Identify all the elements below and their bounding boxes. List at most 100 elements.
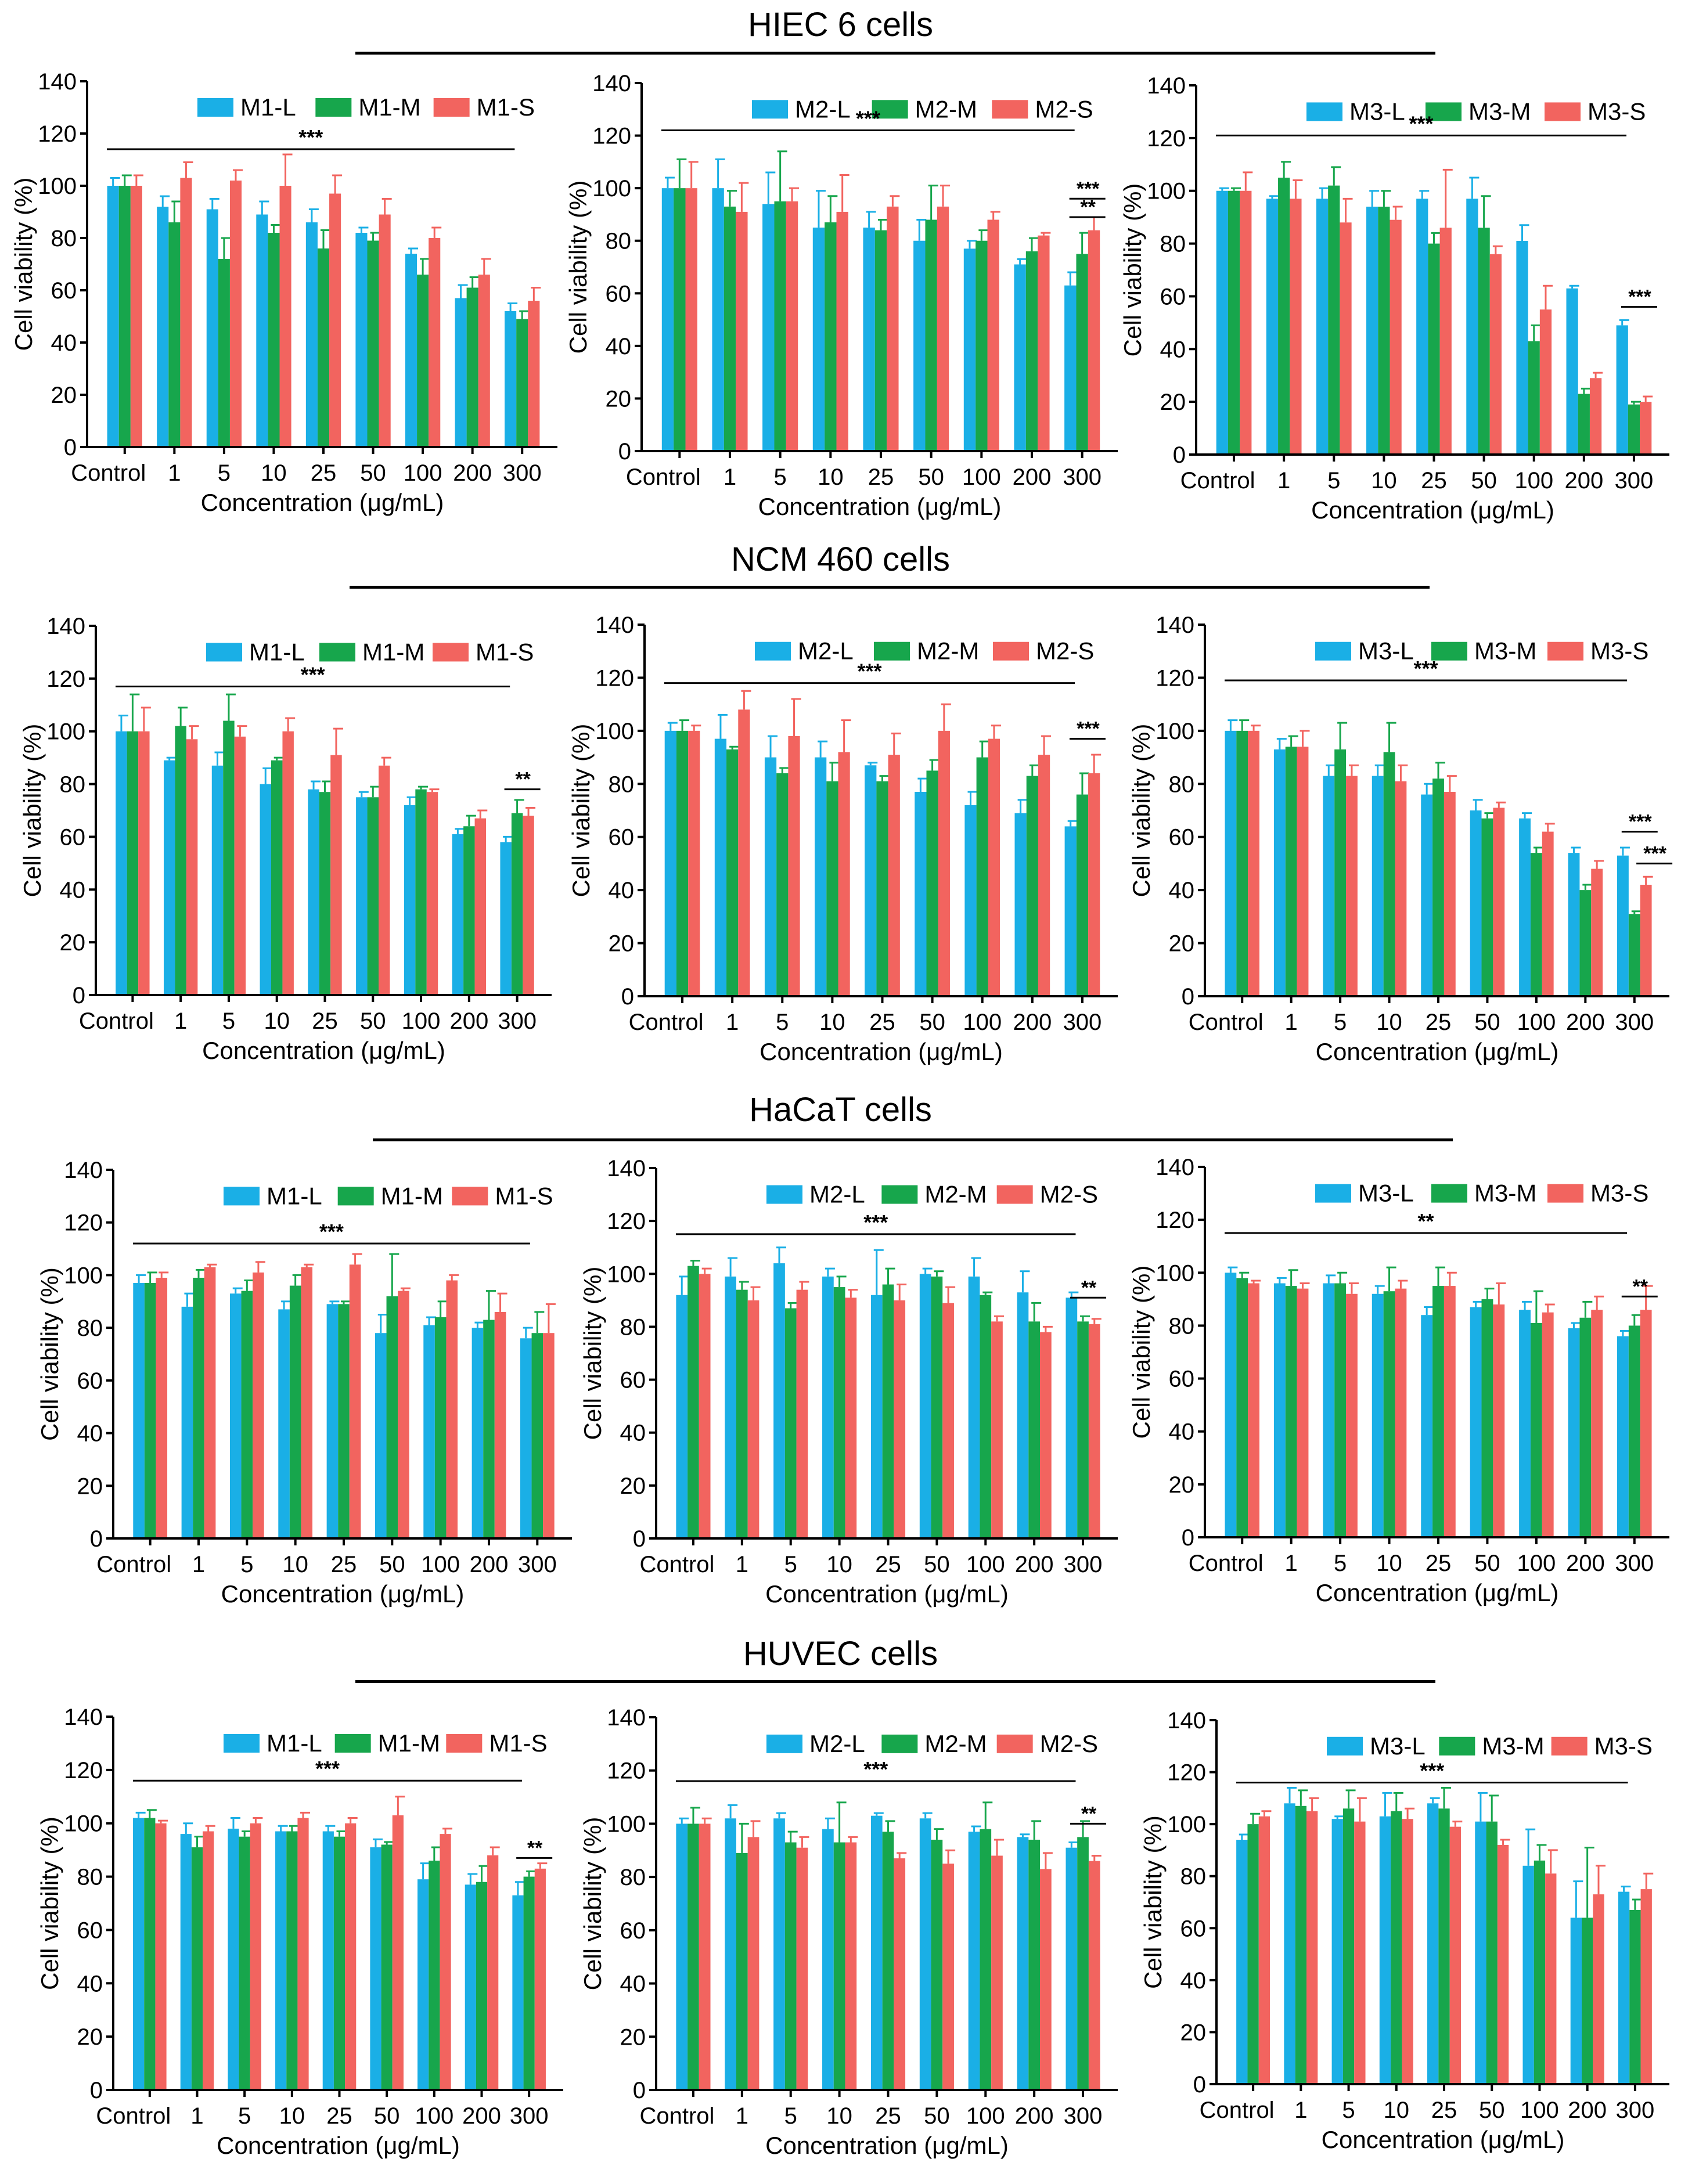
bar bbox=[1088, 1861, 1100, 2090]
bar bbox=[1628, 1325, 1640, 1537]
legend-swatch bbox=[755, 641, 791, 661]
bar bbox=[894, 1300, 906, 1538]
bar bbox=[1427, 1803, 1439, 2084]
bar bbox=[736, 1853, 748, 2090]
bar bbox=[386, 1296, 398, 1538]
x-tick-label: 1 bbox=[1285, 1551, 1298, 1576]
bar bbox=[107, 186, 119, 447]
bar bbox=[925, 219, 937, 451]
bar bbox=[228, 1828, 239, 2090]
bar bbox=[1331, 1819, 1343, 2084]
bar bbox=[1064, 826, 1077, 996]
legend-label: M3-M bbox=[1474, 1180, 1536, 1207]
legend-label: M1-M bbox=[381, 1182, 443, 1209]
significance-label: *** bbox=[1077, 178, 1100, 200]
bar bbox=[1216, 190, 1228, 455]
bar bbox=[747, 1300, 759, 1538]
bar bbox=[326, 1304, 339, 1538]
x-tick-label: 300 bbox=[518, 1552, 557, 1577]
bar bbox=[1040, 1869, 1052, 2090]
bar bbox=[1640, 402, 1652, 455]
x-tick-label: 5 bbox=[774, 464, 787, 490]
bar bbox=[1568, 853, 1580, 996]
bar bbox=[991, 1321, 1003, 1538]
bar bbox=[876, 781, 888, 996]
bar bbox=[1530, 853, 1542, 996]
legend-swatch bbox=[993, 641, 1029, 661]
y-tick-label: 140 bbox=[592, 71, 631, 96]
section-rule bbox=[355, 52, 1435, 55]
y-tick-label: 80 bbox=[620, 1314, 646, 1340]
y-tick-label: 120 bbox=[64, 1210, 103, 1236]
y-tick-label: 60 bbox=[620, 1918, 646, 1944]
bar bbox=[317, 248, 330, 447]
y-tick-label: 80 bbox=[77, 1865, 103, 1890]
bar bbox=[1088, 1324, 1100, 1538]
bar bbox=[796, 1289, 808, 1538]
bar bbox=[894, 1858, 906, 2090]
bar bbox=[534, 1868, 546, 2090]
bar bbox=[203, 1831, 214, 2090]
legend-swatch bbox=[197, 98, 233, 117]
bar bbox=[1285, 1286, 1297, 1537]
legend-label: M3-L bbox=[1358, 637, 1414, 665]
bar bbox=[1589, 378, 1602, 455]
y-axis-title: Cell viability (%) bbox=[564, 181, 592, 354]
bar bbox=[1014, 264, 1026, 451]
bar bbox=[1346, 1293, 1358, 1537]
bar bbox=[1566, 288, 1578, 455]
y-tick-label: 60 bbox=[609, 825, 635, 850]
bar bbox=[520, 1338, 532, 1538]
bar bbox=[282, 731, 294, 995]
bar bbox=[1593, 1894, 1604, 2084]
bar bbox=[784, 1842, 797, 2090]
bar bbox=[305, 222, 318, 447]
x-tick-label: 5 bbox=[784, 1552, 797, 1577]
legend-label: M2-S bbox=[1036, 637, 1094, 665]
bar bbox=[815, 757, 827, 996]
bar bbox=[516, 319, 528, 447]
legend-label: M3-L bbox=[1358, 1180, 1414, 1207]
bar bbox=[913, 240, 926, 451]
bar bbox=[1395, 781, 1407, 996]
bar bbox=[163, 760, 175, 995]
bar bbox=[723, 206, 736, 451]
bar bbox=[1088, 773, 1100, 996]
legend-label: M3-S bbox=[1588, 98, 1646, 125]
bar bbox=[1354, 1821, 1366, 2084]
y-tick-label: 100 bbox=[1167, 1812, 1206, 1837]
x-tick-label: Control bbox=[96, 2103, 171, 2129]
x-tick-label: 1 bbox=[190, 2103, 203, 2129]
bar bbox=[1240, 190, 1252, 455]
y-tick-label: 120 bbox=[1156, 1208, 1194, 1233]
legend-swatch bbox=[766, 1185, 802, 1204]
bar bbox=[1236, 1278, 1248, 1537]
bar bbox=[297, 1818, 309, 2090]
bar bbox=[1028, 1839, 1041, 2090]
bar bbox=[1273, 1283, 1286, 1537]
bar bbox=[874, 230, 887, 451]
legend-label: M3-L bbox=[1370, 1732, 1426, 1760]
y-axis-title: Cell viability (%) bbox=[1128, 724, 1155, 898]
x-tick-label: 100 bbox=[963, 1010, 1002, 1035]
significance-label: *** bbox=[1420, 1758, 1444, 1782]
bar bbox=[1077, 1837, 1089, 2090]
bar bbox=[1444, 792, 1456, 996]
bar bbox=[156, 1277, 168, 1538]
bar bbox=[1378, 206, 1390, 455]
bar bbox=[133, 1818, 145, 2090]
x-axis-title: Concentration (μg/mL) bbox=[217, 2132, 460, 2159]
bar bbox=[279, 186, 291, 447]
bar bbox=[725, 1276, 736, 1538]
y-tick-label: 0 bbox=[1193, 2072, 1206, 2097]
bar bbox=[523, 1876, 535, 2090]
bar bbox=[1391, 1811, 1402, 2084]
bar bbox=[725, 1818, 736, 2090]
bar bbox=[1328, 185, 1340, 455]
y-axis-title: Cell viability (%) bbox=[1128, 1266, 1155, 1439]
bar bbox=[1591, 868, 1603, 996]
bar bbox=[919, 1818, 931, 2090]
x-axis-title: Concentration (μg/mL) bbox=[1316, 1038, 1559, 1065]
x-tick-label: Control bbox=[71, 460, 146, 486]
legend-swatch bbox=[992, 100, 1028, 119]
